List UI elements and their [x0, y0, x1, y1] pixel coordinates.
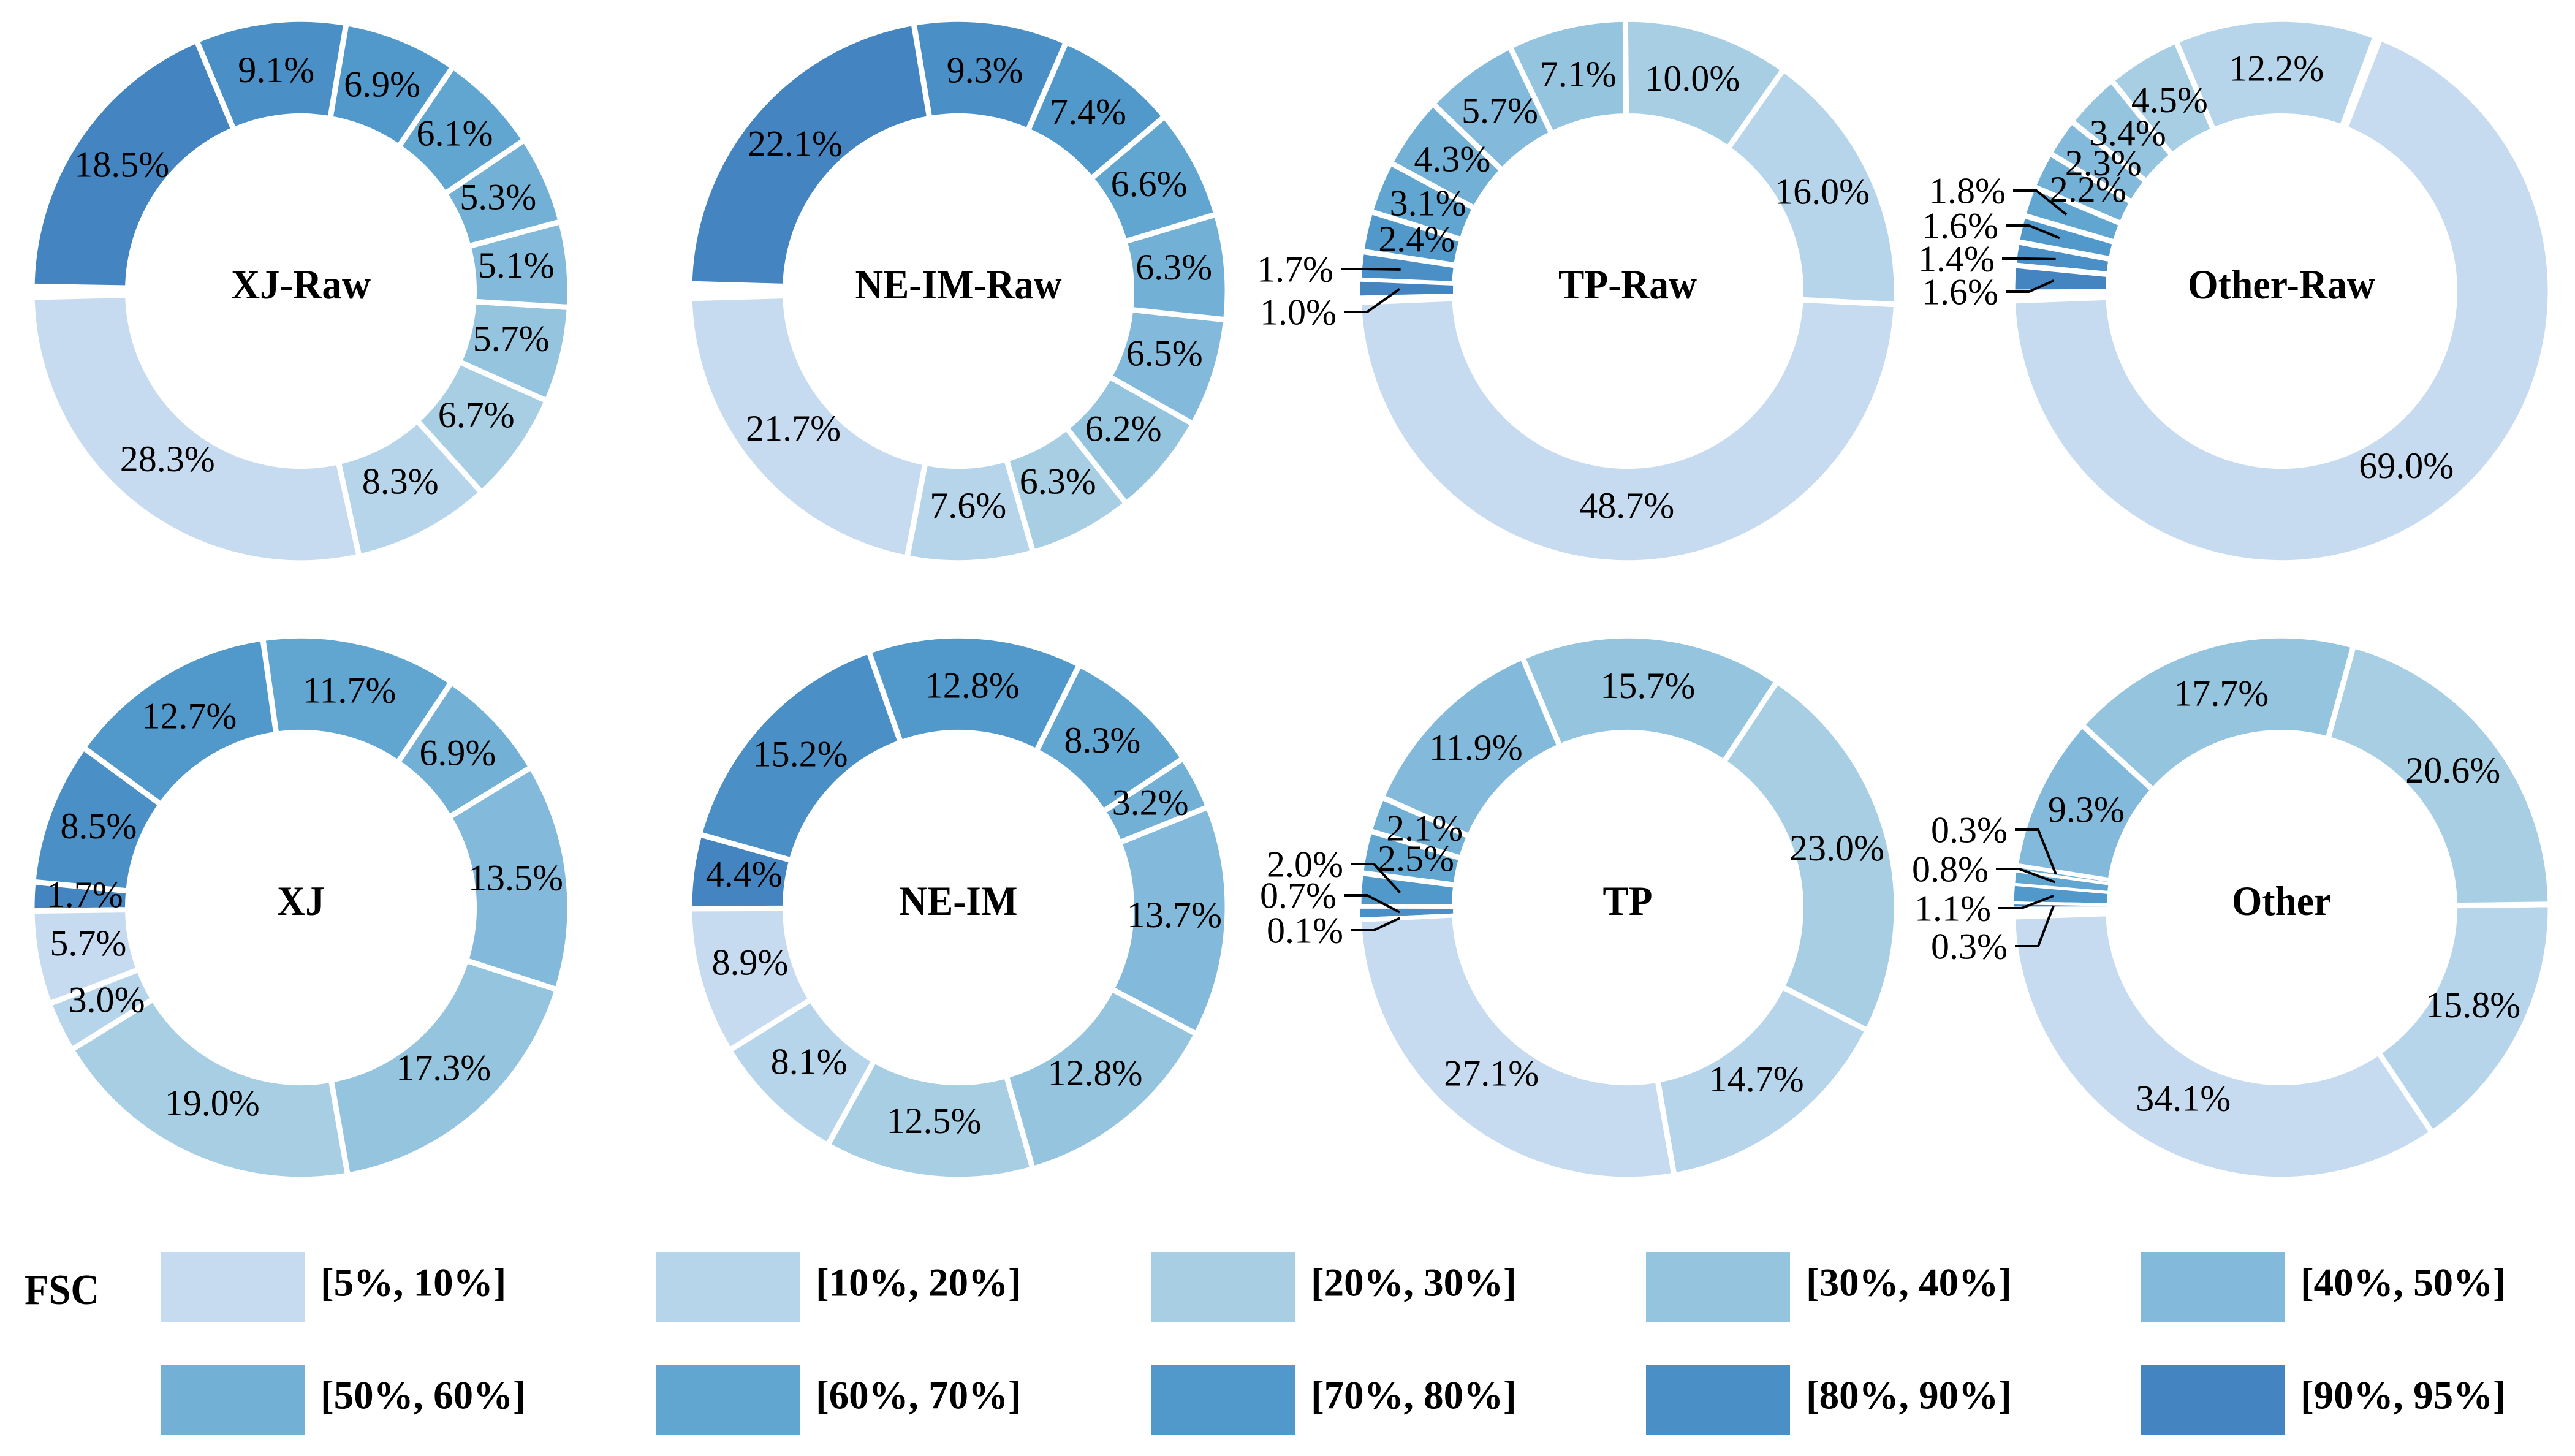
svg-text:2.5%: 2.5%	[1378, 838, 1454, 879]
svg-text:11.7%: 11.7%	[303, 670, 396, 711]
svg-text:6.1%: 6.1%	[417, 113, 493, 154]
svg-text:27.1%: 27.1%	[1444, 1053, 1539, 1094]
svg-text:6.3%: 6.3%	[1136, 247, 1212, 287]
svg-text:1.6%: 1.6%	[1922, 205, 1998, 246]
svg-text:3.1%: 3.1%	[1390, 183, 1466, 223]
svg-text:4.3%: 4.3%	[1414, 138, 1490, 179]
svg-text:14.7%: 14.7%	[1709, 1059, 1804, 1099]
svg-text:9.3%: 9.3%	[947, 50, 1023, 90]
svg-text:15.2%: 15.2%	[753, 734, 848, 775]
svg-text:18.5%: 18.5%	[74, 144, 169, 184]
svg-text:[60%, 70%]: [60%, 70%]	[816, 1374, 1022, 1418]
svg-text:6.5%: 6.5%	[1126, 333, 1203, 374]
svg-text:2.1%: 2.1%	[1386, 808, 1463, 848]
svg-text:15.8%: 15.8%	[2425, 985, 2520, 1025]
svg-text:[80%, 90%]: [80%, 90%]	[1806, 1374, 2012, 1418]
svg-text:6.9%: 6.9%	[419, 733, 496, 773]
svg-text:8.5%: 8.5%	[60, 806, 137, 846]
svg-text:Other: Other	[2232, 878, 2331, 924]
svg-text:0.8%: 0.8%	[1912, 849, 1989, 889]
svg-text:[5%, 10%]: [5%, 10%]	[320, 1261, 506, 1305]
svg-text:8.1%: 8.1%	[771, 1041, 848, 1082]
svg-text:1.7%: 1.7%	[47, 874, 123, 915]
svg-text:34.1%: 34.1%	[2136, 1078, 2231, 1118]
svg-text:1.8%: 1.8%	[1929, 170, 2006, 211]
svg-text:0.3%: 0.3%	[1931, 926, 2008, 966]
svg-text:11.9%: 11.9%	[1429, 727, 1523, 768]
svg-text:6.9%: 6.9%	[344, 64, 420, 105]
svg-text:7.1%: 7.1%	[1540, 54, 1617, 94]
svg-text:0.1%: 0.1%	[1267, 910, 1343, 950]
svg-text:28.3%: 28.3%	[120, 439, 215, 479]
svg-text:23.0%: 23.0%	[1789, 828, 1884, 868]
svg-text:8.3%: 8.3%	[362, 461, 439, 501]
svg-text:1.6%: 1.6%	[1922, 271, 1998, 312]
svg-text:10.0%: 10.0%	[1645, 58, 1740, 99]
svg-text:NE-IM: NE-IM	[900, 878, 1018, 924]
svg-text:4.4%: 4.4%	[706, 854, 783, 895]
svg-text:[90%, 95%]: [90%, 95%]	[2300, 1374, 2506, 1418]
svg-text:9.3%: 9.3%	[2048, 789, 2125, 830]
svg-text:4.5%: 4.5%	[2131, 80, 2208, 120]
svg-text:3.2%: 3.2%	[1112, 783, 1189, 823]
svg-text:5.7%: 5.7%	[50, 923, 126, 963]
svg-text:19.0%: 19.0%	[165, 1083, 260, 1123]
svg-text:3.0%: 3.0%	[69, 980, 145, 1020]
svg-text:TP-Raw: TP-Raw	[1558, 261, 1697, 308]
svg-text:21.7%: 21.7%	[746, 408, 841, 449]
svg-text:5.1%: 5.1%	[478, 245, 555, 286]
svg-text:15.7%: 15.7%	[1600, 665, 1695, 706]
svg-text:7.4%: 7.4%	[1050, 92, 1126, 132]
svg-text:13.7%: 13.7%	[1127, 895, 1222, 935]
svg-text:5.7%: 5.7%	[1462, 90, 1538, 131]
svg-text:1.0%: 1.0%	[1260, 292, 1337, 332]
svg-text:69.0%: 69.0%	[2359, 446, 2454, 486]
svg-text:6.6%: 6.6%	[1111, 164, 1188, 204]
svg-text:2.4%: 2.4%	[1378, 219, 1455, 259]
svg-text:6.3%: 6.3%	[1020, 461, 1096, 501]
svg-text:8.3%: 8.3%	[1064, 720, 1140, 760]
svg-text:2.3%: 2.3%	[2065, 143, 2142, 183]
svg-text:[30%, 40%]: [30%, 40%]	[1806, 1261, 2012, 1305]
svg-text:48.7%: 48.7%	[1579, 485, 1674, 526]
svg-text:5.3%: 5.3%	[460, 177, 536, 218]
svg-text:FSC: FSC	[25, 1267, 99, 1314]
svg-text:8.9%: 8.9%	[712, 942, 789, 982]
svg-text:3.4%: 3.4%	[2090, 113, 2166, 153]
svg-text:6.7%: 6.7%	[438, 395, 515, 435]
svg-text:[20%, 30%]: [20%, 30%]	[1311, 1261, 1517, 1305]
svg-text:Other-Raw: Other-Raw	[2188, 261, 2375, 308]
svg-text:NE-IM-Raw: NE-IM-Raw	[855, 261, 1062, 308]
svg-text:[40%, 50%]: [40%, 50%]	[2300, 1261, 2506, 1305]
svg-text:0.3%: 0.3%	[1931, 810, 2008, 850]
svg-text:20.6%: 20.6%	[2405, 750, 2500, 791]
svg-text:[70%, 80%]: [70%, 80%]	[1311, 1374, 1517, 1418]
svg-text:1.4%: 1.4%	[1918, 238, 1995, 279]
svg-text:1.1%: 1.1%	[1914, 888, 1991, 928]
svg-text:[10%, 20%]: [10%, 20%]	[816, 1261, 1022, 1305]
svg-text:1.7%: 1.7%	[1257, 249, 1333, 289]
svg-text:XJ: XJ	[277, 878, 325, 924]
svg-text:12.7%: 12.7%	[142, 696, 237, 737]
svg-text:5.7%: 5.7%	[473, 318, 550, 358]
svg-text:7.6%: 7.6%	[930, 485, 1006, 526]
svg-text:12.2%: 12.2%	[2229, 48, 2324, 89]
svg-text:13.5%: 13.5%	[468, 857, 563, 898]
svg-text:12.5%: 12.5%	[887, 1101, 982, 1141]
svg-text:0.7%: 0.7%	[1260, 875, 1337, 916]
svg-text:2.0%: 2.0%	[1267, 844, 1343, 884]
svg-text:17.3%: 17.3%	[396, 1048, 491, 1088]
svg-text:9.1%: 9.1%	[238, 50, 314, 90]
svg-text:22.1%: 22.1%	[748, 123, 843, 164]
svg-text:12.8%: 12.8%	[1048, 1053, 1143, 1093]
svg-text:[50%, 60%]: [50%, 60%]	[320, 1374, 526, 1418]
svg-text:XJ-Raw: XJ-Raw	[231, 261, 371, 308]
svg-text:12.8%: 12.8%	[925, 665, 1020, 705]
svg-text:6.2%: 6.2%	[1085, 408, 1162, 449]
svg-text:17.7%: 17.7%	[2174, 673, 2269, 714]
svg-text:TP: TP	[1603, 878, 1653, 924]
svg-text:16.0%: 16.0%	[1775, 172, 1870, 212]
svg-text:2.2%: 2.2%	[2050, 169, 2126, 210]
